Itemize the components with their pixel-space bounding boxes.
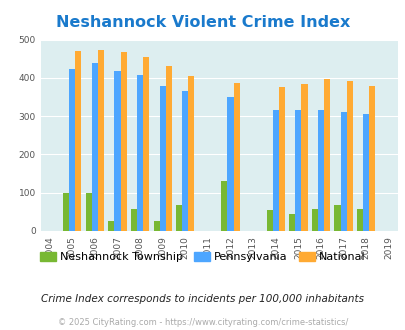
Bar (227, 97, 233, 231)
Bar (301, 84, 307, 231)
Bar (182, 91, 188, 231)
Bar (114, 71, 120, 231)
Bar (98, 50, 104, 231)
Bar (369, 85, 375, 231)
Bar (143, 57, 149, 231)
Bar (153, 221, 159, 231)
Bar (75, 51, 81, 231)
Bar (120, 52, 126, 231)
Bar (188, 76, 194, 231)
Bar (108, 221, 114, 231)
Bar (92, 63, 98, 231)
Bar (266, 210, 272, 231)
Bar (278, 87, 284, 231)
Text: © 2025 CityRating.com - https://www.cityrating.com/crime-statistics/: © 2025 CityRating.com - https://www.city… (58, 318, 347, 327)
Text: Crime Index corresponds to incidents per 100,000 inhabitants: Crime Index corresponds to incidents per… (41, 294, 364, 304)
Bar (137, 75, 143, 231)
Bar (176, 205, 182, 231)
Bar (311, 209, 317, 231)
Bar (233, 83, 239, 231)
Bar (272, 110, 278, 231)
Bar (317, 111, 323, 231)
Text: Neshannock Violent Crime Index: Neshannock Violent Crime Index (55, 15, 350, 30)
Legend: Neshannock Township, Pennsylvania, National: Neshannock Township, Pennsylvania, Natio… (36, 248, 369, 267)
Bar (346, 81, 352, 231)
Bar (63, 193, 69, 231)
Bar (159, 85, 165, 231)
Bar (221, 181, 227, 231)
Bar (356, 209, 362, 231)
Bar (288, 214, 294, 231)
Bar (69, 69, 75, 231)
Bar (294, 111, 301, 231)
Bar (334, 205, 340, 231)
Bar (340, 112, 346, 231)
Bar (85, 193, 92, 231)
Bar (165, 66, 171, 231)
Bar (362, 114, 369, 231)
Bar (131, 209, 137, 231)
Bar (323, 79, 329, 231)
